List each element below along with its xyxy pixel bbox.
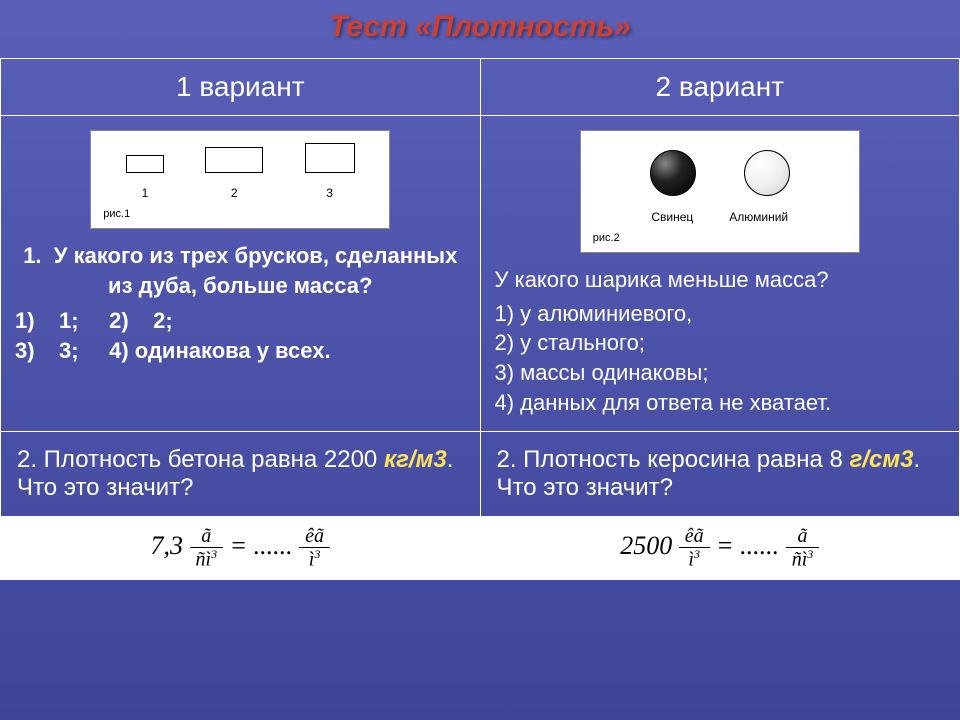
v2-q3: 2500 êãì3 = ...... ãñì3 [481,517,960,579]
bar-item: 3 [305,143,355,201]
q3-row: 7,3 ãñì3 = ...... êãì3 2500 êãì3 = .....… [1,517,960,580]
v2-q1-cell: Свинец Алюминий рис.2 У какого шарика ме… [481,116,960,431]
v2-q2-unit: г/см3 [850,446,914,473]
v1-q2-unit: кг/м3 [384,446,447,473]
bar-rect [305,143,355,173]
v1-q2: 2. Плотность бетона равна 2200 кг/м3. Чт… [1,432,480,516]
v2-q1-o2: 2) у стального; [495,328,946,358]
bar-label: 1 [142,185,149,201]
v1-q1-text: 1. У какого из трех брусков, сделанных и… [15,241,466,300]
v1-q1-opts1: 1) 1; 2) 2; [15,306,466,336]
q2-row: 2. Плотность бетона равна 2200 кг/м3. Чт… [1,432,960,517]
bar-item: 2 [205,147,263,201]
ball-lead-icon [650,150,696,196]
v2-q2: 2. Плотность керосина равна 8 г/см3. Что… [481,432,960,516]
q1-row: 1 2 3 рис.1 1. У какого из трех брусков, с… [1,116,960,432]
v2-q1-o1: 1) у алюминиевого, [495,299,946,329]
v1-fig-caption: рис.1 [99,207,381,222]
header-v1: 1 вариант [1,59,480,115]
bar-rect [205,147,263,173]
v2-figure: Свинец Алюминий рис.2 [580,130,860,253]
v2-q1-text: У какого шарика меньше масса? [495,265,946,295]
v2-q1-o4: 4) данных для ответа не хватает. [495,388,946,418]
v2-q1-o3: 3) массы одинаковы; [495,358,946,388]
v1-q3: 7,3 ãñì3 = ...... êãì3 [1,517,480,579]
v1-q1-opts2: 3) 3; 4) одинакова у всех. [15,336,466,366]
page-title: Тест «Плотность» [0,0,960,58]
quiz-table: 1 вариант 2 вариант 1 2 3 рис.1 1. У каког… [0,58,960,580]
ball-aluminum-icon [744,150,790,196]
header-v2: 2 вариант [481,59,960,115]
ball-label-1: Свинец [651,209,693,225]
v1-figure: 1 2 3 рис.1 [90,130,390,229]
header-row: 1 вариант 2 вариант [1,59,960,116]
v1-q1-cell: 1 2 3 рис.1 1. У какого из трех брусков, с… [1,116,480,380]
ball-label-2: Алюминий [729,209,788,225]
bar-item: 1 [126,155,164,201]
v2-fig-caption: рис.2 [589,231,851,246]
bar-label: 2 [231,185,238,201]
bar-label: 3 [326,185,333,201]
bar-rect [126,155,164,173]
